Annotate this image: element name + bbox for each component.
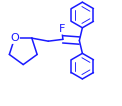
- Text: O: O: [10, 33, 19, 43]
- Text: F: F: [59, 24, 66, 34]
